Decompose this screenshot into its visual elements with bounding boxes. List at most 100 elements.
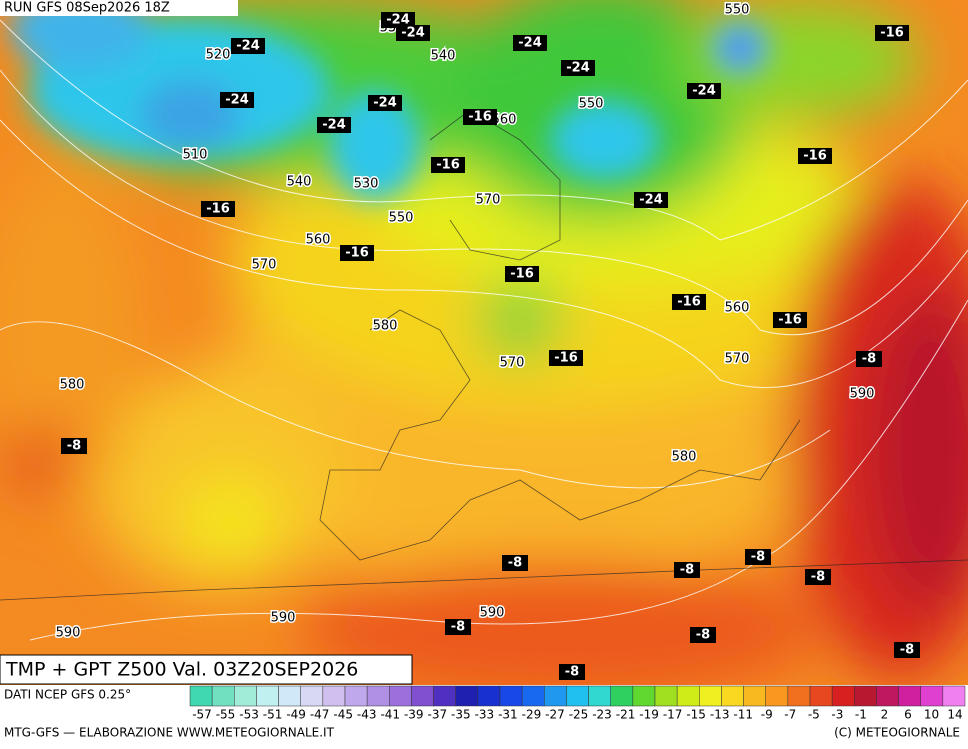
temperature-box <box>381 12 415 28</box>
temperature-box <box>690 627 716 643</box>
colorbar-swatch <box>942 685 966 707</box>
colorbar: -57 -55 -53 -51 -49 -47 -45 -43 -41 -39 -37 -35 -33-… <box>189 685 966 722</box>
colorbar-label: -27 <box>545 708 565 722</box>
temperature-box <box>368 95 402 111</box>
colorbar-label: -49 <box>286 708 306 722</box>
contour-label: 590 <box>850 387 875 402</box>
contour-label: 570 <box>500 356 525 371</box>
colorbar-swatch <box>743 685 766 707</box>
temperature-label: -8 <box>900 643 914 658</box>
credit-label: MTG-GFS — ELABORAZIONE WWW.METEOGIORNALE… <box>4 726 335 740</box>
colorbar-label: -41 <box>380 708 400 722</box>
temperature-label: -24 <box>692 84 716 99</box>
colorbar-label: -31 <box>498 708 518 722</box>
colorbar-swatch <box>366 685 390 707</box>
colorbar-swatch <box>433 685 456 707</box>
contour-label: 570 <box>252 258 277 273</box>
colorbar-label: -15 <box>686 708 706 722</box>
temperature-label: -8 <box>862 352 876 367</box>
product-box <box>0 654 413 685</box>
temperature-label: -8 <box>67 439 81 454</box>
copyright-label: (C) METEOGIORNALE <box>834 726 960 740</box>
source-label: DATI NCEP GFS 0.25° <box>4 688 131 702</box>
colorbar-swatch <box>322 685 346 707</box>
colorbar-label: -29 <box>522 708 542 722</box>
contour-label: 540 <box>287 175 312 190</box>
colorbar-label: 2 <box>881 708 889 722</box>
temperature-box <box>634 192 668 208</box>
colorbar-swatch <box>610 685 634 707</box>
contour-label: 510 <box>183 148 208 163</box>
temperature-box <box>317 117 351 133</box>
colorbar-label: -7 <box>784 708 796 722</box>
temperature-box <box>549 350 583 366</box>
colorbar-swatch <box>499 685 523 707</box>
contour-label: 590 <box>56 626 81 641</box>
colorbar-swatch <box>256 685 279 707</box>
colorbar-swatch <box>211 685 235 707</box>
contour-label: 580 <box>373 319 398 334</box>
colorbar-label: -53 <box>239 708 259 722</box>
colorbar-swatch <box>189 685 213 707</box>
temperature-label: -16 <box>778 313 802 328</box>
colorbar-swatch <box>389 685 412 707</box>
colorbar-label: -33 <box>475 708 495 722</box>
colorbar-swatch <box>544 685 567 707</box>
temperature-box <box>672 294 706 310</box>
temperature-box <box>201 201 235 217</box>
colorbar-label: -45 <box>333 708 353 722</box>
temperature-box <box>561 60 595 76</box>
colorbar-swatch <box>920 685 944 707</box>
contour-label: 570 <box>725 352 750 367</box>
colorbar-label: -11 <box>733 708 753 722</box>
colorbar-label: -55 <box>216 708 236 722</box>
temperature-label: -8 <box>565 665 579 680</box>
temperature-label: -16 <box>206 202 230 217</box>
colorbar-swatch <box>521 685 545 707</box>
colorbar-swatch <box>721 685 744 707</box>
temperature-box <box>745 549 771 565</box>
colorbar-label: -39 <box>404 708 424 722</box>
temperature-label: -8 <box>680 563 694 578</box>
colorbar-swatch <box>699 685 722 707</box>
contour-label: 560 <box>492 113 517 128</box>
contour-label: 530 <box>354 177 379 192</box>
temperature-label: -24 <box>225 93 249 108</box>
contour-label: 580 <box>672 450 697 465</box>
temperature-box <box>445 619 471 635</box>
colorbar-label: -13 <box>710 708 730 722</box>
temperature-box <box>687 83 721 99</box>
colorbar-swatch <box>831 685 855 707</box>
contour-label: 590 <box>271 611 296 626</box>
temperature-label: -24 <box>373 96 397 111</box>
colorbar-swatch <box>566 685 589 707</box>
temperature-box <box>513 35 547 51</box>
temperature-box <box>773 312 807 328</box>
contour-label: 540 <box>431 49 456 64</box>
temperature-label: -24 <box>566 61 590 76</box>
contour-label: 560 <box>725 301 750 316</box>
colorbar-label: 6 <box>904 708 912 722</box>
temperature-label: -16 <box>880 26 904 41</box>
colorbar-swatch <box>300 685 324 707</box>
temperature-label: -16 <box>468 110 492 125</box>
colorbar-swatch <box>278 685 301 707</box>
temperature-box <box>674 562 700 578</box>
temperature-box <box>502 555 528 571</box>
contour-label: 550 <box>579 97 604 112</box>
contour-label: 580 <box>60 378 85 393</box>
temperature-label: -24 <box>236 39 260 54</box>
colorbar-swatch <box>809 685 833 707</box>
colorbar-label: -19 <box>639 708 659 722</box>
temperature-label: -8 <box>696 628 710 643</box>
contour-label: 520 <box>206 48 231 63</box>
product-label: TMP + GPT Z500 Val. 03Z20SEP2026 <box>5 659 358 681</box>
temperature-label: -24 <box>386 13 410 28</box>
colorbar-label: -21 <box>616 708 636 722</box>
temperature-box <box>856 351 882 367</box>
temperature-box <box>396 25 430 41</box>
colorbar-swatch <box>765 685 789 707</box>
temperature-label: -24 <box>518 36 542 51</box>
map-field <box>0 0 968 685</box>
